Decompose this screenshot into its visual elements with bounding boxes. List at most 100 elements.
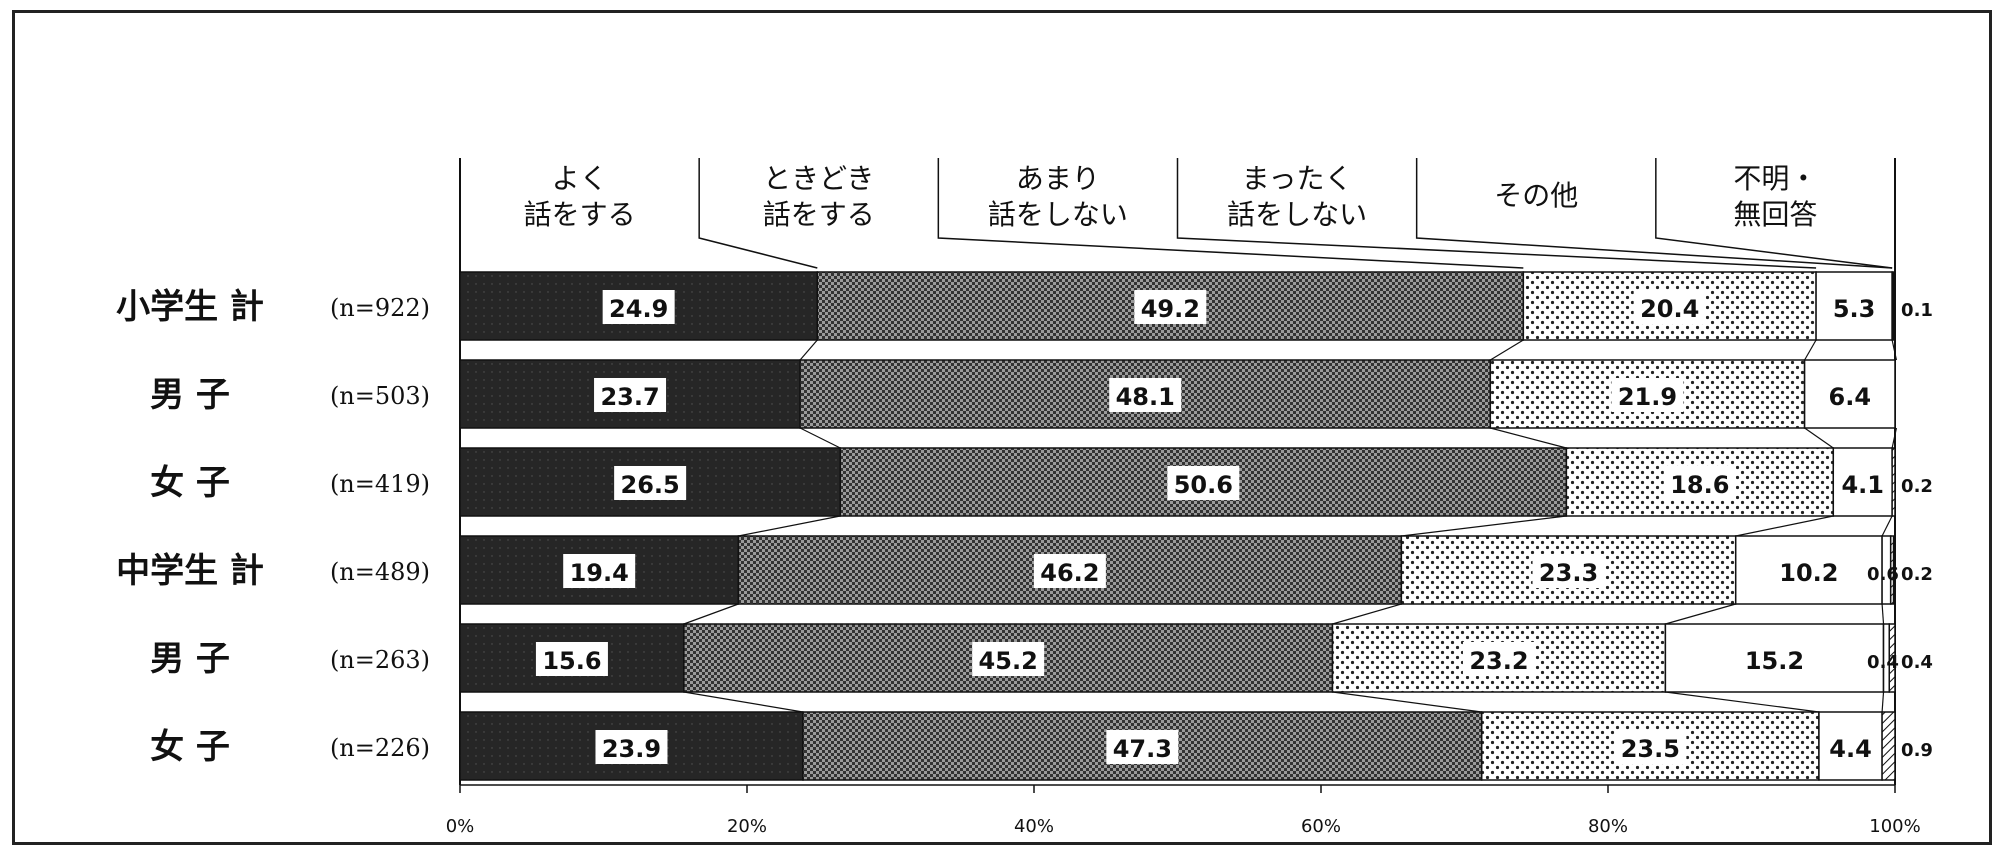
value-label: 21.9	[1618, 383, 1677, 411]
value-label: 15.2	[1745, 647, 1804, 675]
connector-line	[1891, 339, 1898, 361]
connector-line	[1735, 515, 1834, 537]
bar-segment	[1889, 535, 1895, 605]
row-label: 男 子	[150, 639, 230, 679]
value-label: 24.9	[609, 295, 668, 323]
row-label: 中学生 計	[116, 551, 264, 591]
row-n-label: (n=503)	[330, 382, 430, 410]
legend-entry: 不明・無回答	[1733, 162, 1817, 231]
connector-line	[799, 427, 841, 449]
value-label: 15.6	[542, 647, 601, 675]
value-label-bg	[1834, 466, 1892, 500]
value-label: 18.6	[1670, 471, 1729, 499]
connector-line	[683, 691, 804, 713]
value-label-small: 0.2	[1901, 564, 1933, 585]
x-tick-label: 100%	[1869, 816, 1920, 837]
value-label-bg	[1167, 466, 1240, 500]
row-n-label: (n=419)	[330, 470, 430, 498]
value-label-bg	[595, 730, 668, 764]
legend-divider	[1655, 158, 1893, 269]
value-label-small: 0.1	[1901, 300, 1933, 321]
value-label: 23.5	[1621, 735, 1680, 763]
value-label-bg	[1738, 642, 1811, 676]
value-label-bg	[1109, 378, 1182, 412]
value-label: 50.6	[1174, 471, 1233, 499]
row-n-label: (n=263)	[330, 646, 430, 674]
value-label: 5.3	[1833, 295, 1876, 323]
connector-line	[1804, 339, 1817, 361]
legend-entry-line: 話をする	[763, 198, 875, 231]
value-label: 23.9	[602, 735, 661, 763]
value-label-small: 0.6	[1867, 564, 1899, 585]
legend-entry-line: その他	[1494, 179, 1578, 212]
value-label-bg	[1106, 730, 1179, 764]
legend-entry: まったく話をしない	[1227, 162, 1367, 231]
value-label: 23.2	[1469, 647, 1528, 675]
value-label: 26.5	[621, 471, 680, 499]
x-tick-label: 40%	[1014, 816, 1054, 837]
value-label-small: 0.2	[1901, 476, 1933, 497]
connector-line	[1401, 515, 1567, 537]
row-n-label: (n=922)	[330, 294, 430, 322]
connector-line	[1891, 427, 1898, 449]
value-label: 47.3	[1113, 735, 1172, 763]
legend-divider	[937, 158, 1524, 269]
value-label-small: 0.9	[1901, 740, 1933, 761]
value-label-bg	[614, 466, 687, 500]
value-label-small: 0.4	[1901, 652, 1933, 673]
value-label-bg	[1821, 378, 1879, 412]
legend-entry-line: よく	[552, 162, 608, 195]
legend-entry-line: ときどき	[763, 162, 874, 195]
value-label: 46.2	[1040, 559, 1099, 587]
value-label: 23.7	[600, 383, 659, 411]
connector-line	[1881, 603, 1885, 625]
value-label-bg	[1633, 290, 1706, 324]
value-label: 19.4	[570, 559, 629, 587]
legend-entry-line: 話をしない	[988, 198, 1128, 231]
value-label-bg	[972, 642, 1045, 676]
value-label-bg	[1825, 290, 1883, 324]
value-label-bg	[1614, 730, 1687, 764]
legend-entry: あまり話をしない	[988, 162, 1128, 231]
value-label-bg	[1462, 642, 1535, 676]
value-label: 23.3	[1539, 559, 1598, 587]
bar-segment	[1891, 447, 1896, 517]
x-tick-label: 60%	[1301, 816, 1341, 837]
row-label: 女 子	[150, 463, 230, 503]
bar-segment	[1888, 623, 1896, 693]
value-label: 4.1	[1841, 471, 1884, 499]
x-tick-label: 0%	[446, 816, 475, 837]
value-label: 45.2	[979, 647, 1038, 675]
bar-segment	[1881, 711, 1896, 781]
value-label: 48.1	[1116, 383, 1175, 411]
connector-line	[1881, 515, 1893, 537]
value-label-bg	[1532, 554, 1605, 588]
value-label-bg	[563, 554, 636, 588]
connector-line	[1490, 339, 1524, 361]
legend-divider	[1176, 158, 1817, 269]
legend-entry-line: 無回答	[1733, 198, 1817, 231]
connector-line	[799, 339, 818, 361]
row-n-label: (n=226)	[330, 734, 430, 762]
value-label: 10.2	[1779, 559, 1838, 587]
legend-entry: その他	[1494, 179, 1578, 212]
legend-entry-line: 話をする	[524, 198, 636, 231]
bar-segment	[1891, 271, 1895, 341]
chart-frame	[12, 10, 1992, 845]
legend-entry-line: まったく	[1242, 162, 1353, 195]
legend-divider	[698, 158, 818, 269]
value-label-bg	[1611, 378, 1684, 412]
connector-line	[1881, 691, 1885, 713]
row-label: 女 子	[150, 727, 230, 767]
legend-entry: よく話をする	[524, 162, 636, 231]
value-label-bg	[1772, 554, 1845, 588]
connector-line	[1490, 427, 1567, 449]
row-label: 小学生 計	[116, 287, 264, 327]
legend-entry-line: 不明・	[1733, 162, 1817, 195]
value-label-bg	[1134, 290, 1207, 324]
connector-line	[1804, 427, 1834, 449]
value-label: 49.2	[1141, 295, 1200, 323]
connector-line	[683, 603, 739, 625]
value-label: 6.4	[1829, 383, 1872, 411]
